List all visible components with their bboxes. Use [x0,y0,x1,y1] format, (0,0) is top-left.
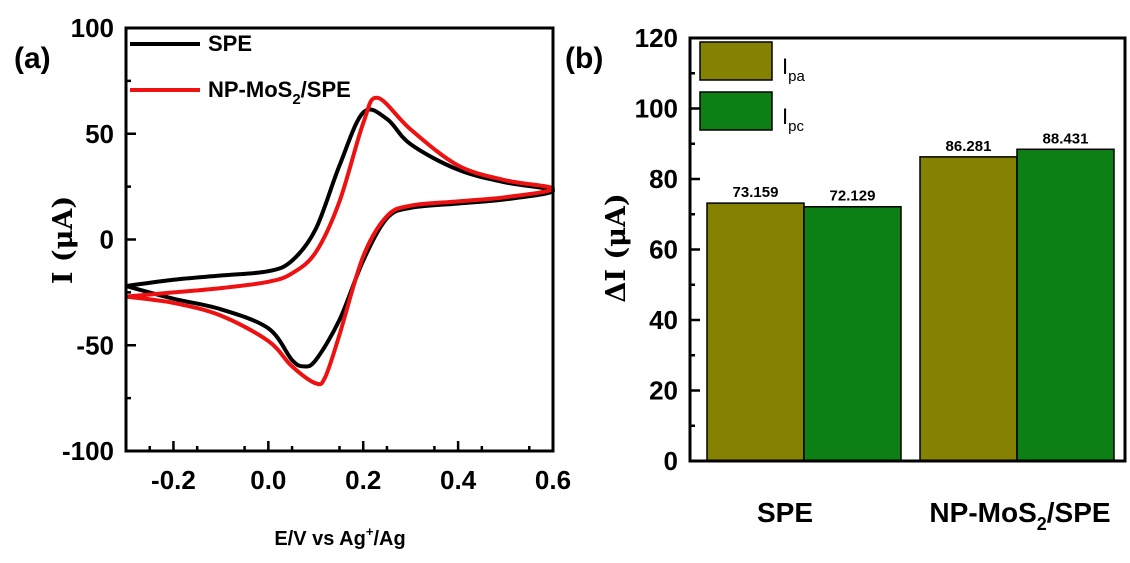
bar-value-label: 73.159 [733,184,779,201]
legend-swatch-ipa [699,41,773,81]
bar-value-label: 72.129 [830,188,876,205]
bar-value-label: 88.431 [1043,130,1089,147]
y-tick-label-a: 0 [100,225,114,255]
x-tick-label-a: 0.4 [440,465,477,495]
panel-label-b: (b) [565,42,603,75]
y-tick-label-b: 40 [649,305,678,335]
axis-ticks-b: 120 100 80 60 40 20 0 [635,23,700,476]
cv-curve-spe [125,107,555,369]
legend-label-spe: SPE [208,31,252,56]
y-tick-label-b: 100 [635,94,678,124]
x-tick-label-a: -0.2 [151,465,196,495]
y-tick-label-a: 50 [85,119,114,149]
legend-label-ipc: Ipc [782,104,804,135]
x-tick-label-a: 0.0 [250,465,286,495]
y-tick-label-a: -100 [62,436,114,466]
bar-ipc-spe [803,205,902,462]
legend-b: Ipa Ipc [699,41,805,135]
y-tick-label-b: 20 [649,376,678,406]
bar-ipa-np-mos2 [919,156,1018,462]
y-tick-label-b: 0 [664,446,678,476]
x-tick-label-a: 0.6 [535,465,571,495]
legend-label-ipa: Ipa [782,54,805,85]
plot-frame-a [124,26,555,453]
x-axis-label-a: E/V vs Ag+/Ag [274,524,405,550]
axis-ticks-a: -0.2 0.0 0.2 0.4 0.6 100 50 0 -50 -100 [62,13,571,495]
bars: 73.159 72.129 86.281 88.431 [706,130,1115,462]
category-label-np-mos2: NP-MoS2/SPE [929,497,1110,534]
plot-frame-b [688,36,1127,463]
bar-value-label: 86.281 [946,138,992,155]
panel-label-a: (a) [14,42,51,75]
y-tick-label-a: -50 [76,330,114,360]
bar-ipa-spe [706,202,805,462]
bar-ipc-np-mos2 [1016,148,1115,462]
y-tick-label-a: 100 [71,13,114,43]
y-tick-label-b: 120 [635,23,678,53]
cv-curve-np-mos2 [125,95,555,387]
y-tick-label-b: 60 [649,235,678,265]
y-axis-label-a: I (μA) [48,196,79,284]
cv-curves [125,95,555,387]
y-tick-label-b: 80 [649,164,678,194]
legend-swatch-ipc [699,91,773,131]
legend-label-np-mos2: NP-MoS2/SPE [208,77,351,108]
category-label-spe: SPE [757,497,813,528]
y-axis-label-b: ΔI (μA) [601,193,632,302]
legend-a: SPE NP-MoS2/SPE [130,31,351,108]
x-tick-label-a: 0.2 [345,465,381,495]
